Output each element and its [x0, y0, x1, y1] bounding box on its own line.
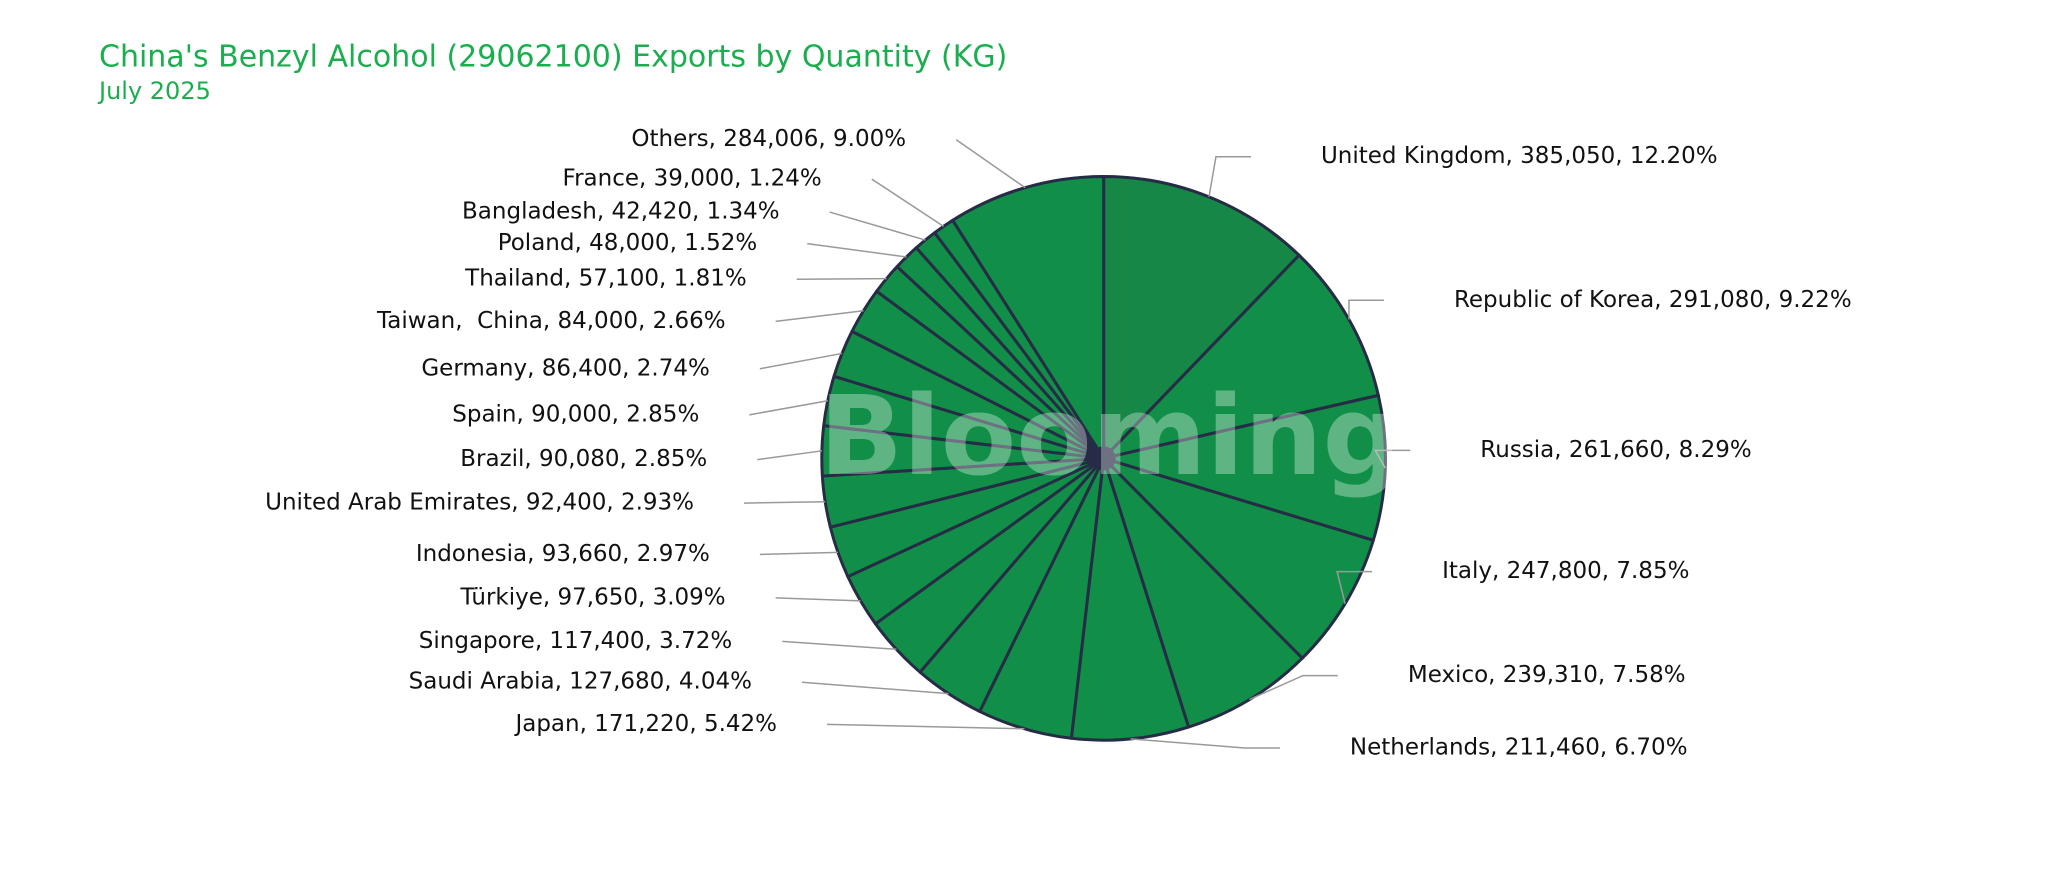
data-label: Russia, 261,660, 8.29%: [1480, 437, 1751, 463]
leader-line: [744, 501, 826, 504]
leader-line: [801, 681, 949, 695]
data-label: Others, 284,006, 9.00%: [631, 126, 906, 152]
data-label: Italy, 247,800, 7.85%: [1442, 558, 1689, 584]
chart-subtitle: July 2025: [97, 77, 211, 105]
data-label: Poland, 48,000, 1.52%: [498, 230, 758, 256]
pie-slice: [1102, 456, 1375, 660]
leader-line: [827, 723, 1025, 730]
leader-line: [807, 242, 907, 258]
pie-center: [1091, 446, 1116, 471]
leader-line: [749, 399, 828, 416]
pie-slice: [951, 174, 1106, 460]
data-label: Taiwan, China, 84,000, 2.66%: [376, 308, 726, 334]
leader-line: [1348, 299, 1384, 320]
data-label: Netherlands, 211,460, 6.70%: [1350, 735, 1688, 761]
leader-line: [782, 640, 897, 651]
leader-line: [775, 597, 861, 602]
data-label: Germany, 86,400, 2.74%: [421, 355, 710, 381]
leader-line: [955, 138, 1026, 189]
pie-slice: [1102, 174, 1301, 460]
leader-line: [757, 450, 823, 461]
data-label: Türkiye, 97,650, 3.09%: [459, 584, 725, 610]
leader-line: [759, 551, 838, 556]
data-label: Saudi Arabia, 127,680, 4.04%: [409, 669, 752, 695]
leader-line: [1130, 738, 1280, 749]
pie-slice: [1069, 456, 1191, 742]
watermark: Blooming: [819, 372, 1401, 500]
leader-line: [1336, 570, 1373, 604]
data-label: Bangladesh, 42,420, 1.34%: [462, 199, 780, 225]
data-label: United Arab Emirates, 92,400, 2.93%: [265, 490, 694, 516]
data-label: Spain, 90,000, 2.85%: [452, 401, 699, 427]
data-label: Singapore, 117,400, 3.72%: [419, 628, 732, 654]
chart-title: China's Benzyl Alcohol (29062100) Export…: [99, 40, 1007, 75]
leader-line: [1374, 449, 1411, 469]
leader-line: [1249, 674, 1338, 701]
leader-line: [1208, 155, 1251, 198]
data-label: Thailand, 57,100, 1.81%: [464, 266, 747, 292]
data-label: United Kingdom, 385,050, 12.20%: [1321, 143, 1718, 169]
data-label: Japan, 171,220, 5.42%: [513, 711, 777, 737]
data-label: France, 39,000, 1.24%: [563, 166, 822, 192]
leader-line: [871, 178, 944, 227]
data-label: Republic of Korea, 291,080, 9.22%: [1454, 287, 1852, 313]
leader-line: [775, 310, 864, 323]
data-label: Mexico, 239,310, 7.58%: [1408, 662, 1686, 688]
data-label: Brazil, 90,080, 2.85%: [460, 446, 707, 472]
leader-line: [796, 277, 887, 280]
data-label: Indonesia, 93,660, 2.97%: [416, 541, 710, 567]
leader-line: [829, 211, 926, 241]
leader-line: [759, 352, 843, 370]
